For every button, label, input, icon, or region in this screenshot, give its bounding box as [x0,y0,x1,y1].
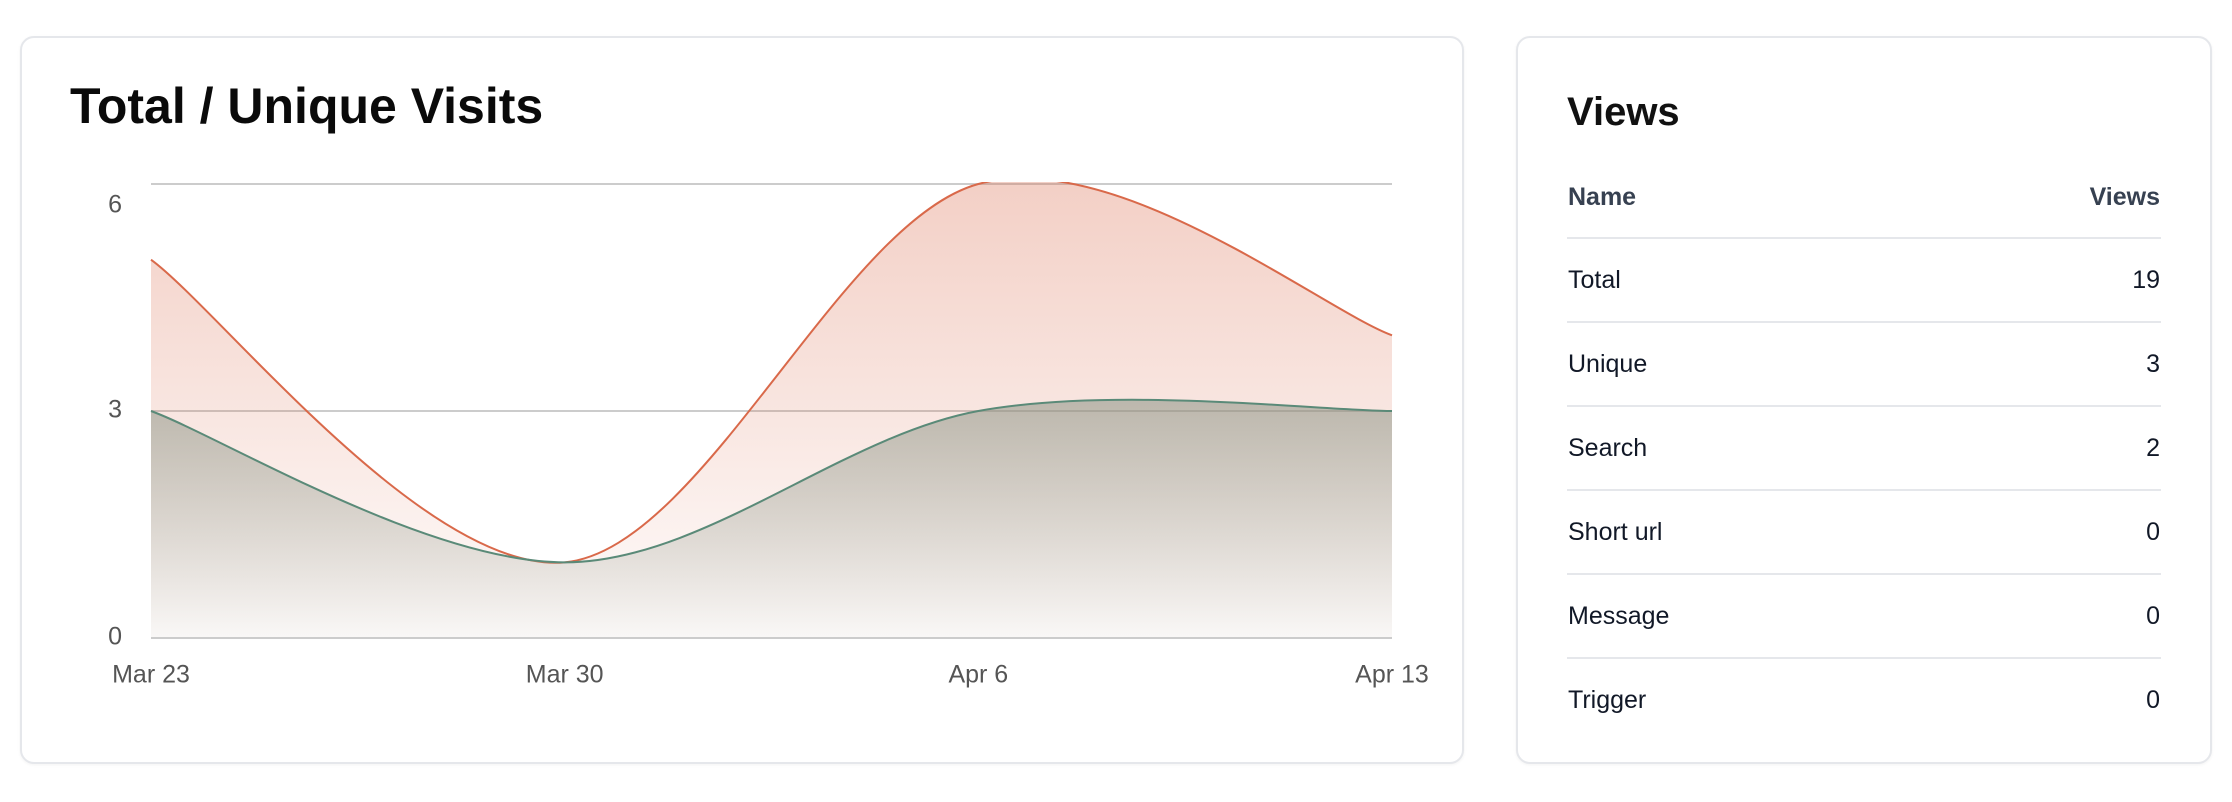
row: Message 0 [1567,574,2161,659]
header-row: Name Views [1567,157,2161,239]
cell: 0 [1916,574,2161,659]
area [151,399,1392,638]
row: Search 2 [1567,406,2161,491]
cell: Search [1567,406,1917,491]
x-tick-label: Mar 30 [526,661,604,689]
line [150,182,1393,564]
views-title: Views [1567,90,1680,134]
cell: 19 [1916,238,2161,323]
cell: 3 [1916,322,2161,407]
views-table: Name Views Total 19 Unique 3 Search 2 Short url… [1567,157,2161,741]
header-cell: Views [1916,157,2161,239]
cell: Trigger [1568,685,1647,714]
y-tick-label: 6 [108,191,122,219]
views-card: Views Name Views Total 19 Unique 3 Search 2 Sho… [1516,36,2212,764]
header-cell: Name [1567,157,1917,239]
cell: 2 [1916,406,2161,491]
chart-title: Total / Unique Visits [70,78,543,134]
x-tick-label: Apr 6 [948,661,1008,689]
x-tick-label: Apr 13 [1355,661,1429,689]
cell: 0 [2146,685,2160,714]
cell: Unique [1567,322,1917,407]
row: Unique 3 [1567,322,2161,407]
cell: Message [1567,574,1917,659]
y-tick-label: 3 [108,396,122,424]
plot [150,182,1393,638]
x-tick-label: Mar 23 [112,661,190,689]
row: Trigger 0 [1567,658,2161,741]
chart: Total / Unique Visits 0 3 6 Mar 23 Mar 30 Apr… [70,78,1429,689]
chart-card: Total / Unique Visits 0 3 6 Mar 23 Mar 30 Apr… [20,36,1464,764]
cell: Total [1567,238,1917,323]
row: Short url 0 [1567,490,2161,575]
y-tick-label: 0 [108,623,122,651]
cell: Short url [1567,490,1917,575]
line [150,398,1393,564]
row: Total 19 [1567,238,2161,323]
cell: 0 [1916,490,2161,575]
